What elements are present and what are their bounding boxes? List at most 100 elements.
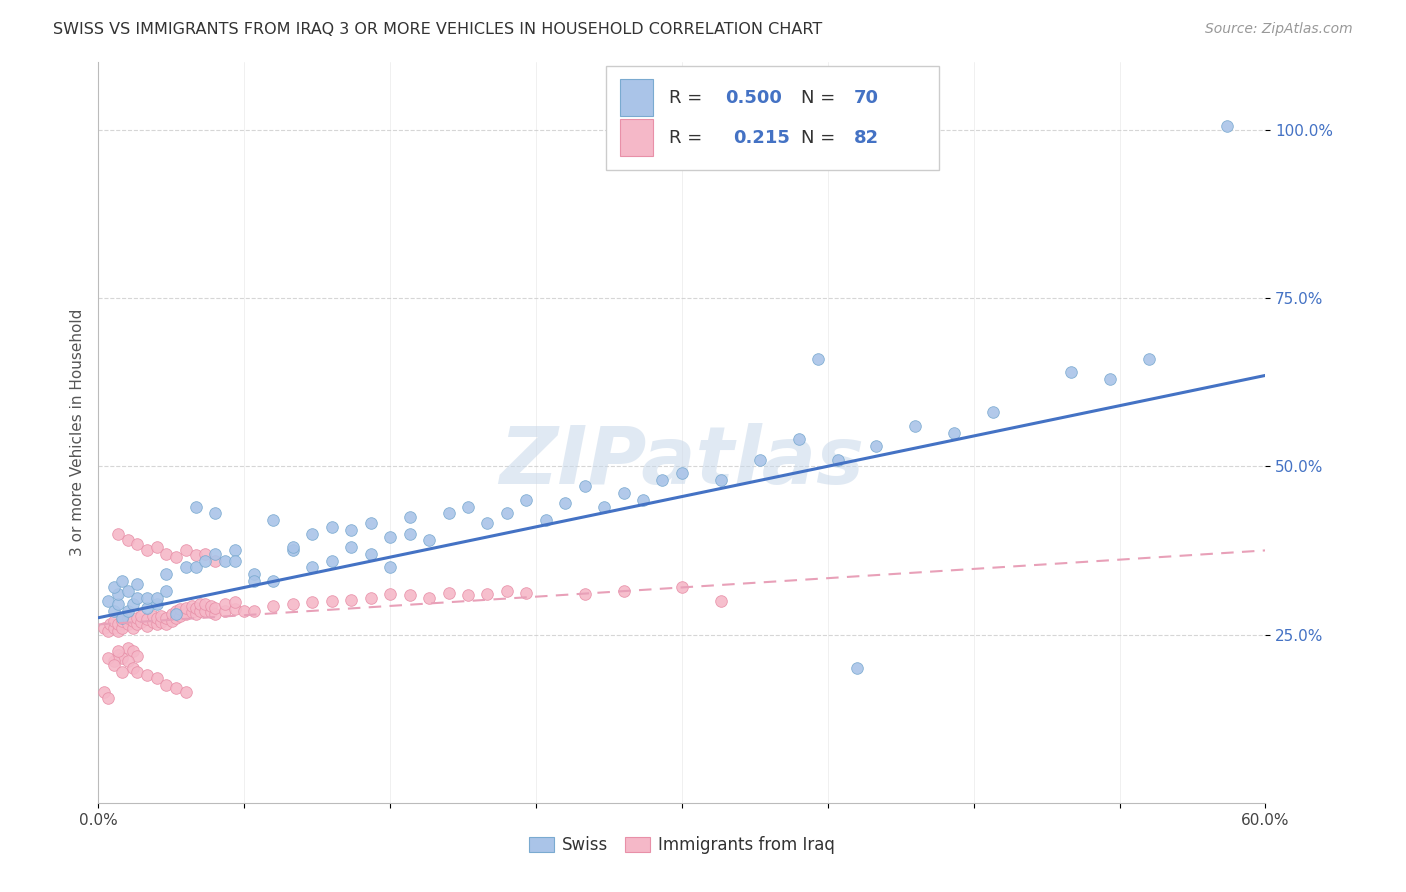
Point bbox=[107, 617, 129, 632]
Point bbox=[224, 595, 246, 609]
Point bbox=[117, 640, 139, 655]
Point bbox=[787, 433, 810, 447]
Point bbox=[122, 621, 145, 635]
Point bbox=[204, 547, 226, 561]
Text: 0.500: 0.500 bbox=[725, 89, 782, 107]
Point bbox=[437, 586, 460, 600]
Point bbox=[103, 614, 125, 628]
Point bbox=[127, 665, 149, 679]
Point bbox=[593, 500, 616, 514]
Point bbox=[149, 608, 172, 623]
Point bbox=[155, 617, 177, 632]
Point bbox=[904, 418, 927, 433]
Point bbox=[710, 594, 733, 608]
Point bbox=[301, 526, 323, 541]
Point bbox=[111, 621, 134, 635]
Point bbox=[262, 599, 284, 614]
Point bbox=[710, 473, 733, 487]
Point bbox=[204, 553, 226, 567]
Point bbox=[398, 526, 420, 541]
Point bbox=[165, 550, 187, 565]
Point bbox=[103, 655, 125, 669]
Point bbox=[169, 602, 191, 616]
Point bbox=[340, 592, 363, 607]
Point bbox=[117, 610, 139, 624]
Point bbox=[321, 520, 343, 534]
Point bbox=[574, 479, 596, 493]
Point bbox=[180, 605, 202, 619]
Text: Source: ZipAtlas.com: Source: ZipAtlas.com bbox=[1205, 22, 1353, 37]
Point bbox=[1215, 120, 1237, 134]
Point bbox=[107, 587, 129, 601]
Point bbox=[146, 591, 169, 605]
Point bbox=[127, 577, 149, 591]
Point bbox=[111, 574, 134, 588]
Point bbox=[380, 560, 402, 574]
Point bbox=[107, 597, 129, 611]
Point bbox=[262, 513, 284, 527]
Point bbox=[281, 540, 304, 554]
Point bbox=[155, 678, 177, 692]
Point bbox=[127, 591, 149, 605]
Point bbox=[117, 617, 139, 632]
FancyBboxPatch shape bbox=[620, 79, 652, 117]
Point bbox=[97, 651, 120, 665]
Point bbox=[155, 566, 177, 581]
Point bbox=[457, 500, 479, 514]
Point bbox=[162, 614, 184, 628]
Point bbox=[243, 574, 266, 588]
Point bbox=[136, 543, 159, 558]
Point bbox=[214, 597, 236, 611]
Point bbox=[214, 604, 236, 618]
Point bbox=[127, 536, 149, 550]
Point bbox=[107, 644, 129, 658]
Point bbox=[214, 553, 236, 567]
Point bbox=[281, 597, 304, 611]
FancyBboxPatch shape bbox=[620, 120, 652, 156]
Point bbox=[149, 615, 172, 630]
Point bbox=[1060, 365, 1083, 379]
Point bbox=[981, 405, 1004, 419]
Point bbox=[107, 526, 129, 541]
Point bbox=[103, 604, 125, 618]
Point bbox=[807, 351, 830, 366]
Point bbox=[117, 604, 139, 618]
Point bbox=[174, 600, 197, 615]
Point bbox=[515, 492, 537, 507]
Point bbox=[340, 523, 363, 537]
Point bbox=[437, 507, 460, 521]
Point bbox=[631, 492, 654, 507]
Point bbox=[97, 624, 120, 639]
Point bbox=[122, 644, 145, 658]
Point bbox=[174, 607, 197, 622]
Point bbox=[204, 600, 226, 615]
Point bbox=[418, 533, 440, 548]
Point bbox=[117, 655, 139, 669]
Text: 70: 70 bbox=[853, 89, 879, 107]
Point bbox=[671, 581, 693, 595]
Point bbox=[184, 548, 207, 562]
Point bbox=[477, 516, 499, 531]
Point bbox=[360, 591, 382, 605]
Point bbox=[174, 685, 197, 699]
Point bbox=[98, 617, 121, 632]
Point bbox=[184, 600, 207, 615]
Point bbox=[515, 586, 537, 600]
Point bbox=[398, 589, 420, 603]
Point bbox=[93, 685, 115, 699]
Point bbox=[107, 624, 129, 639]
Point bbox=[184, 500, 207, 514]
Point bbox=[827, 452, 849, 467]
Point bbox=[127, 610, 149, 624]
Point bbox=[146, 617, 169, 632]
Point bbox=[103, 621, 125, 635]
Point bbox=[129, 615, 152, 630]
Point bbox=[136, 600, 159, 615]
Point bbox=[398, 509, 420, 524]
Point bbox=[865, 439, 887, 453]
Point bbox=[534, 513, 557, 527]
Point bbox=[146, 671, 169, 685]
Point bbox=[136, 668, 159, 682]
Text: R =: R = bbox=[669, 129, 714, 147]
Point bbox=[496, 507, 519, 521]
